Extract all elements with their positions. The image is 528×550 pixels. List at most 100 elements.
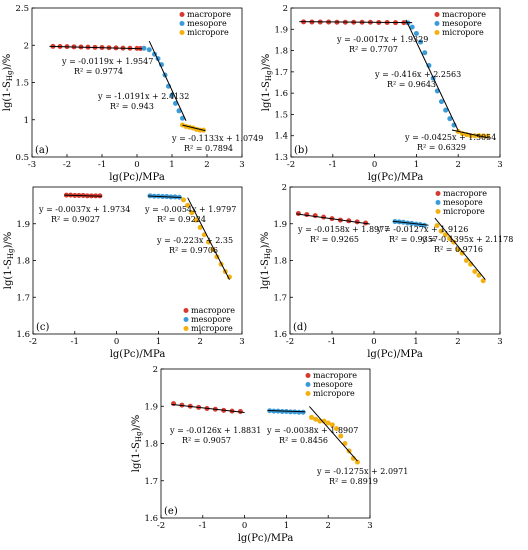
legend-marker-macropore [435,191,441,196]
x-tick-label: -1 [329,160,337,170]
micropore-point [308,414,314,420]
fit-line [299,21,413,24]
y-axis-label: lg(1-SHg)/% [2,54,14,111]
x-tick-label: -1 [71,337,79,347]
legend-marker-mesopore [179,21,185,26]
fit-equation: y = -0.1133x + 1.0749 [171,134,263,143]
fit-r2: R² = 0.9706 [169,246,218,255]
x-tick-label: -1 [328,337,336,347]
fit-equation: y = -0.0127x + 1.9126 [376,225,468,234]
micropore-point [185,202,191,208]
fit-line [171,403,245,414]
mesopore-point [288,409,294,415]
fit-equation: y = -0.0017x + 1.9329 [336,35,428,44]
legend-label-mesopore: mesopore [443,198,483,207]
x-tick-label: 2 [455,337,460,347]
fit-r2: R² = 0.7894 [184,144,233,153]
chart-panel-e: -2 -1 0 1 2 3 1.6 1.7 1.8 1.9 2 lg(Pc)/MPa lg(1-SHg)… [131,365,408,544]
y-tick-label: 1.7 [16,293,30,303]
legend-marker-mesopore [435,200,441,205]
fit-line [49,45,143,50]
x-tick-label: -2 [63,160,71,170]
x-tick-label: -2 [287,160,295,170]
x-tick-label: 2 [197,337,202,347]
fit-equation: y = -0.223x + 2.35 [156,236,233,245]
x-tick-label: 0 [372,160,377,170]
y-tick-label: 2 [24,41,29,51]
micropore-point [472,269,478,275]
y-axis-label: lg(1-SHg)/% [131,415,143,472]
x-tick-label: 0 [114,337,119,347]
mesopore-point [447,116,453,122]
x-tick-label: 3 [497,337,502,347]
panel-label: (d) [293,322,307,333]
legend-label-micropore: micropore [313,389,355,398]
y-tick-label: 1.5 [274,110,288,120]
fit-r2: R² = 0.9057 [182,436,231,445]
mesopore-point [141,45,147,51]
y-tick-label: 1.7 [274,68,288,78]
legend-marker-macropore [183,308,189,313]
fit-r2: R² = 0.8919 [329,477,378,486]
legend-marker-micropore [434,30,440,35]
fit-equation: y = -0.0054x + 1.9797 [144,205,236,214]
y-axis-label: lg(1-SHg)/% [260,232,272,289]
fit-line [187,197,230,280]
y-tick-label: 1.6 [273,330,287,340]
fit-r2: R² = 0.9357 [389,235,438,244]
mesopore-point [300,409,306,415]
micropore-point [193,217,199,223]
x-tick-label: -1 [199,521,207,531]
micropore-point [434,223,440,229]
x-tick-label: 2 [455,160,460,170]
fit-equation: y = -0.416x + 2.2563 [374,70,461,79]
micropore-point [480,278,486,284]
fit-line [296,213,370,225]
legend-label-mesopore: mesopore [187,19,227,28]
fit-line [147,195,182,199]
y-tick-label: 1.8 [274,47,288,57]
y-tick-label: 2 [153,365,158,375]
x-tick-label: 1 [413,337,418,347]
chart-panel-c: -2 -1 0 1 2 3 1.6 1.7 1.8 1.9 lg(Pc)/MPa lg(1-SHg)/… [3,186,245,360]
fit-equation: y = -0.0425x + 1.5054 [404,133,496,142]
micropore-point [438,228,444,234]
y-tick-label: 1.8 [144,440,158,450]
x-tick-label: 1 [414,160,419,170]
fit-equation: y = -0.0119x + 1.9547 [61,57,153,66]
legend-label-mesopore: mesopore [313,380,353,389]
x-tick-label: 0 [371,337,376,347]
fit-r2: R² = 0.8456 [279,436,328,445]
fit-equation: y = -0.1395x + 2.1178 [421,235,513,244]
legend-label-micropore: micropore [443,207,485,216]
fit-equation: y = -0.0038x + 1.8907 [266,426,358,435]
x-tick-label: -2 [286,337,294,347]
legend-marker-micropore [305,391,311,396]
fit-line [405,19,459,131]
fit-equation: y = -0.0158x + 1.8977 [297,225,389,234]
fit-line [148,40,187,121]
y-tick-label: 1.3 [274,153,288,163]
x-tick-label: -3 [28,160,36,170]
fit-equation: y = -1.0191x + 2.4132 [97,92,189,101]
fit-r2: R² = 0.9774 [74,67,123,76]
x-tick-label: 2 [325,521,330,531]
panel-label: (c) [36,322,50,333]
y-tick-label: 1.6 [144,514,158,524]
y-tick-label: 2 [282,183,287,193]
fit-equation: y = -0.1275x + 2.0971 [316,467,408,476]
mesopore-point [438,99,444,105]
legend-label-macropore: macropore [187,10,231,19]
legend-marker-macropore [434,12,440,17]
fit-r2: R² = 0.9265 [310,235,359,244]
x-tick-label: -1 [98,160,106,170]
legend-marker-micropore [179,30,185,35]
x-tick-label: 3 [497,160,502,170]
fit-r2: R² = 0.7707 [349,45,398,54]
y-tick-label: 2.5 [15,4,29,14]
y-tick-label: 1.6 [274,89,288,99]
legend-marker-micropore [435,209,441,214]
legend-label-mesopore: mesopore [191,315,231,324]
y-tick-label: 1.9 [273,220,287,230]
legend-label-macropore: macropore [442,10,486,19]
